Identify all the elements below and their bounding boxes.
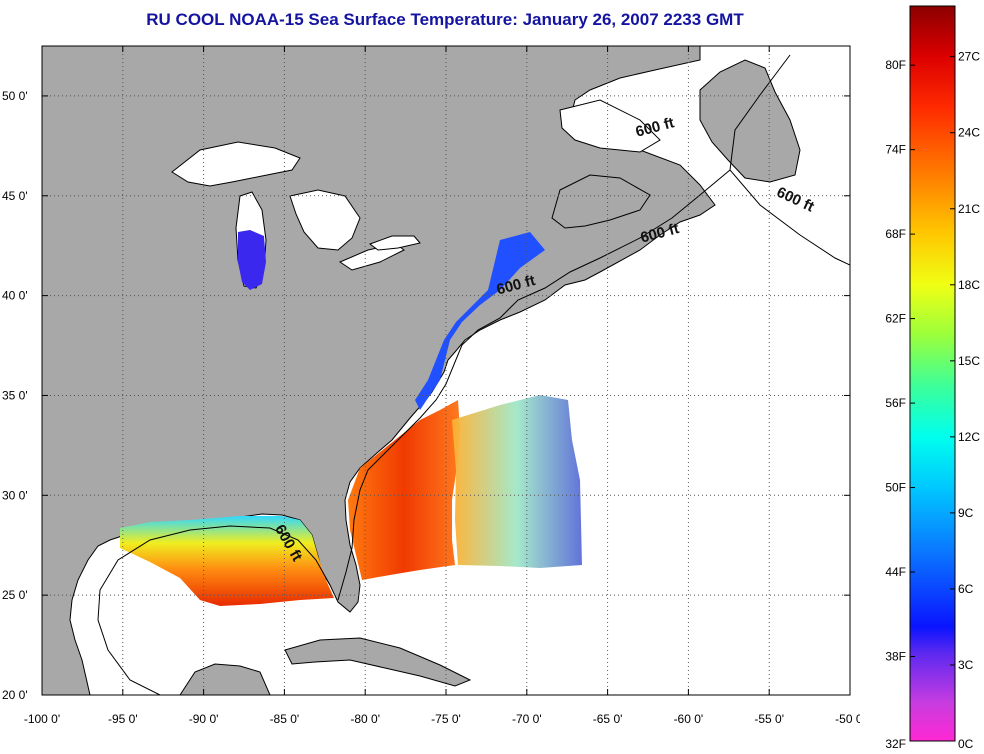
celsius-label: 12C (958, 430, 980, 444)
fahrenheit-label: 80F (885, 58, 906, 72)
sst-shelf-band (415, 232, 545, 410)
axis-ticks: -100 0' -95 0' -90 0' -85 0' -80 0' -75 0' -70… (2, 46, 860, 726)
lake-erie (338, 243, 405, 271)
lon-tick-label: -80 0' (350, 712, 380, 726)
sst-gulf-of-mexico-west (120, 516, 334, 606)
yucatan-landmass (179, 663, 271, 695)
cuba-landmass (284, 637, 472, 687)
lon-tick-label: -55 0' (754, 712, 784, 726)
lon-tick-label: -85 0' (270, 712, 300, 726)
sst-lake-michigan (238, 230, 266, 290)
newfoundland-landmass (699, 59, 801, 183)
lake-ontario (368, 235, 421, 251)
fahrenheit-label: 74F (885, 143, 906, 157)
lon-tick-label: -100 0' (24, 712, 60, 726)
lon-tick-label: -95 0' (108, 712, 138, 726)
celsius-label: 6C (958, 582, 974, 596)
map-title: RU COOL NOAA-15 Sea Surface Temperature:… (146, 10, 744, 29)
celsius-label: 3C (958, 658, 974, 672)
lat-tick-label: 45 0' (2, 189, 28, 203)
fahrenheit-label: 38F (885, 650, 906, 664)
lake-huron (289, 189, 361, 251)
lon-tick-label: -90 0' (189, 712, 219, 726)
fahrenheit-label: 32F (885, 737, 906, 751)
celsius-label: 0C (958, 737, 974, 751)
nova-scotia-landmass (551, 174, 651, 229)
fahrenheit-label: 68F (885, 227, 906, 241)
celsius-label: 24C (958, 126, 980, 140)
isobath-600ft (97, 54, 850, 695)
celsius-label: 15C (958, 354, 980, 368)
colorbar-scale (909, 5, 956, 742)
lon-tick-label: -70 0' (512, 712, 542, 726)
lat-tick-label: 40 0' (2, 289, 28, 303)
fahrenheit-label: 62F (885, 312, 906, 326)
lon-tick-label: -65 0' (593, 712, 623, 726)
lat-tick-label: 35 0' (2, 388, 28, 402)
celsius-label: 21C (958, 202, 980, 216)
lat-tick-label: 20 0' (2, 688, 28, 702)
celsius-label: 18C (958, 278, 980, 292)
sst-atlantic-offshore (452, 395, 582, 568)
fahrenheit-label: 44F (885, 565, 906, 579)
lon-tick-label: -60 0' (674, 712, 704, 726)
map-frame (41, 45, 851, 696)
lat-tick-label: 30 0' (2, 488, 28, 502)
lat-tick-label: 50 0' (2, 89, 28, 103)
gulf-of-st-lawrence (559, 99, 661, 153)
lon-tick-label: -75 0' (431, 712, 461, 726)
lon-tick-label: -50 0' (835, 712, 860, 726)
celsius-label: 27C (958, 50, 980, 64)
lat-tick-label: 25 0' (2, 588, 28, 602)
fahrenheit-label: 56F (885, 396, 906, 410)
sst-gulf-stream (348, 400, 460, 580)
celsius-label: 9C (958, 506, 974, 520)
map-grid (42, 46, 850, 695)
fahrenheit-label: 50F (885, 481, 906, 495)
